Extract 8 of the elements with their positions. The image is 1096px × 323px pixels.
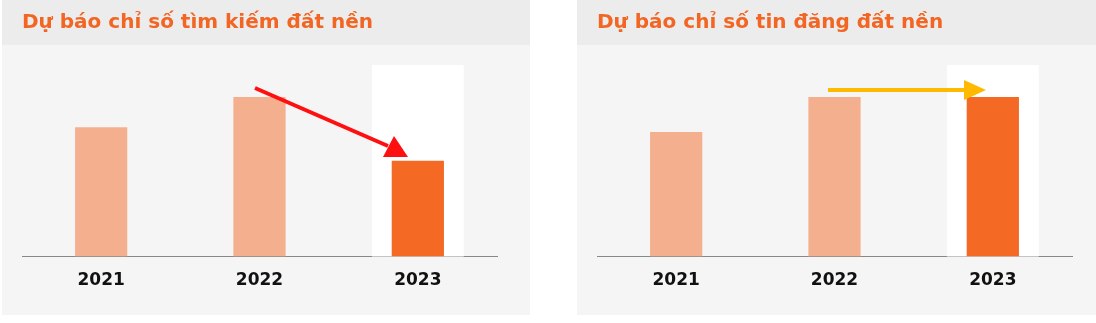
x-tick-label: 2022 [235, 269, 284, 290]
x-tick-label: 2023 [394, 269, 442, 290]
chart-title: Dự báo chỉ số tin đăng đất nền [597, 9, 944, 33]
x-tick-label: 2021 [77, 269, 125, 290]
x-tick-label: 2022 [810, 269, 859, 290]
x-tick-label: 2023 [969, 269, 1017, 290]
chart-title: Dự báo chỉ số tìm kiếm đất nền [22, 9, 373, 33]
x-tick-label: 2021 [652, 269, 700, 290]
